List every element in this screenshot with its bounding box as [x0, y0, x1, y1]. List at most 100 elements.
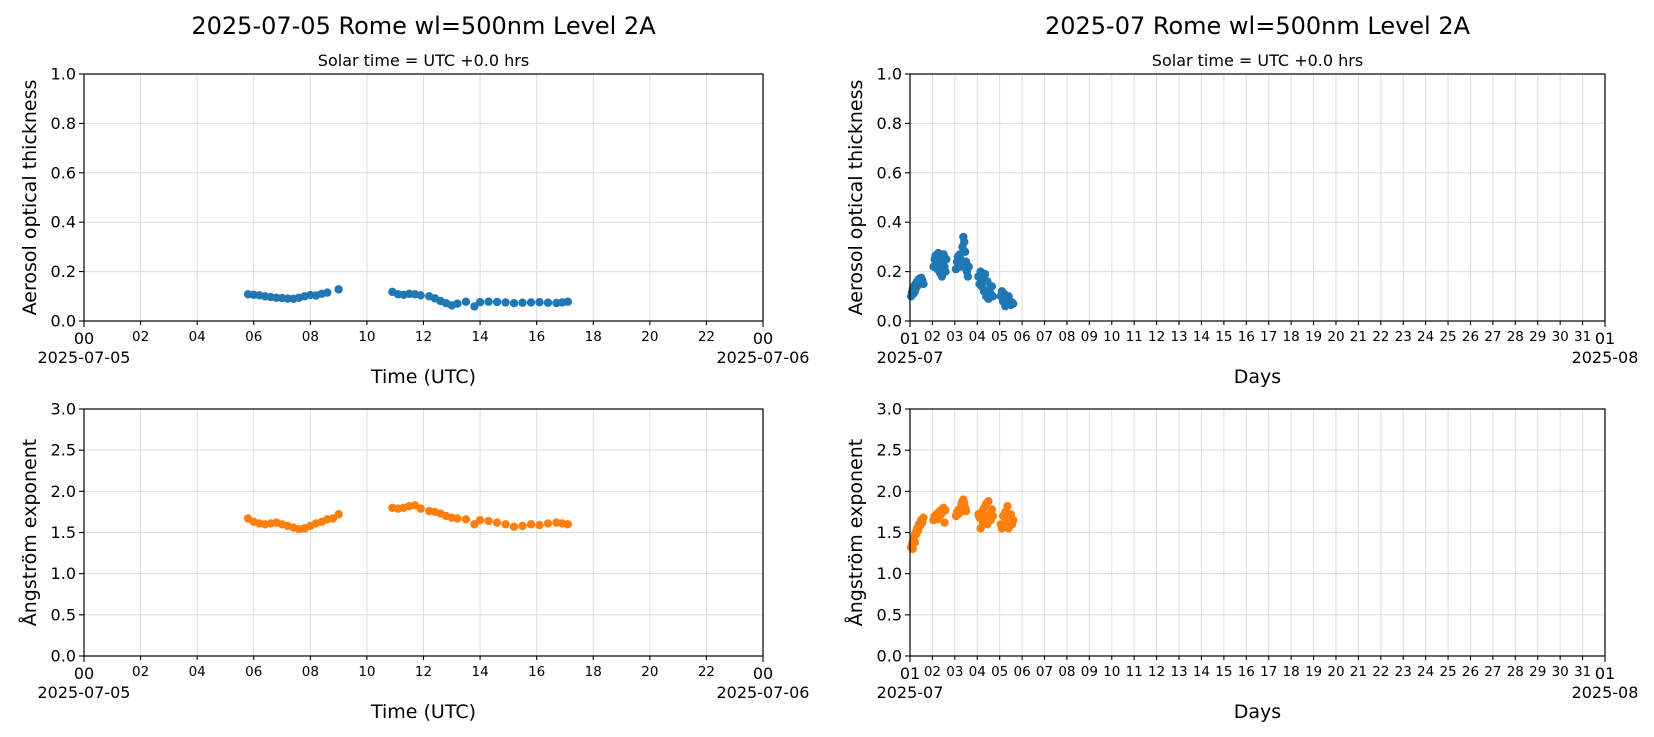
x-tick-label: 11	[1126, 329, 1143, 345]
chart-subtitle: Solar time = UTC +0.0 hrs	[1152, 51, 1363, 70]
x-tick-label: 10	[1103, 664, 1120, 680]
x-tick-label: 10	[1103, 329, 1120, 345]
data-point	[526, 298, 536, 307]
x-tick-label: 02	[924, 329, 941, 345]
x-tick-label: 16	[528, 664, 545, 680]
x-tick-label: 24	[1417, 329, 1434, 345]
x-axis-label: Time (UTC)	[370, 701, 476, 723]
data-point	[484, 297, 493, 306]
x-tick-label: 22	[1372, 664, 1389, 680]
data-point	[501, 520, 510, 529]
y-tick-label: 2.5	[51, 441, 76, 460]
x-tick-label: 29	[1529, 329, 1546, 345]
data-point	[535, 298, 544, 307]
x-tick-label: 23	[1395, 664, 1412, 680]
data-point	[526, 520, 536, 529]
x-tick-label: 14	[471, 664, 488, 680]
x-tick-label: 18	[1283, 664, 1300, 680]
x-tick-label: 15	[1215, 329, 1232, 345]
data-point	[1008, 515, 1018, 525]
x-tick-label: 14	[1193, 664, 1210, 680]
panel-daily-angstrom: 0.0 0.5 1.0 1.5 2.0 2.5 3.0 00 02 04 06 08 10 12 14 16 1…	[18, 400, 809, 724]
data-point	[492, 518, 502, 527]
x-tick-label: 21	[1350, 664, 1367, 680]
data-point	[919, 279, 928, 289]
data-point	[961, 506, 971, 516]
x-tick-label: 18	[585, 664, 602, 680]
x-tick-label: 11	[1126, 664, 1143, 680]
data-point	[910, 538, 920, 547]
x-tick-label: 02	[132, 664, 149, 680]
x-tick-label: 10	[358, 664, 375, 680]
x-tick-label: 20	[641, 664, 658, 680]
data-point	[416, 291, 425, 300]
y-tick-label: 0.6	[51, 163, 76, 182]
data-point	[563, 297, 572, 306]
x-tick-label: 22	[1372, 329, 1389, 345]
x-tick-label: 05	[991, 664, 1008, 680]
chart-title: 2025-07-05 Rome wl=500nm Level 2A	[191, 12, 656, 40]
x-tick-label: 05	[991, 329, 1008, 345]
data-point	[964, 262, 973, 271]
x-tick-label: 13	[1170, 664, 1187, 680]
data-point	[501, 298, 510, 307]
data-point	[919, 513, 928, 522]
x-tick-label: 19	[1305, 329, 1322, 345]
data-point	[963, 272, 973, 281]
data-point	[563, 520, 572, 529]
data-point	[984, 497, 993, 506]
y-tick-label: 0.2	[51, 262, 76, 281]
x-tick-label: 24	[1417, 664, 1434, 680]
data-point	[453, 514, 462, 523]
x-axis-label: Days	[1234, 366, 1281, 388]
x-tick-label: 00	[753, 329, 773, 348]
data-point	[518, 298, 527, 307]
data-point	[1008, 299, 1018, 308]
y-tick-label: 1.0	[51, 564, 76, 583]
x-tick-label: 04	[969, 664, 986, 680]
data-point	[1003, 501, 1012, 511]
x-tick-label: 20	[1327, 664, 1344, 680]
data-point	[461, 515, 471, 524]
x-tick-label: 04	[189, 664, 206, 680]
data-point	[543, 298, 553, 307]
x-end-date-label: 2025-08	[1572, 348, 1639, 367]
x-tick-label: 16	[1238, 329, 1255, 345]
y-tick-label: 2.0	[51, 482, 76, 501]
x-tick-label: 00	[74, 329, 94, 348]
x-tick-label: 09	[1081, 664, 1098, 680]
y-tick-label: 0.5	[51, 605, 76, 624]
x-tick-label: 07	[1036, 329, 1053, 345]
x-tick-label: 13	[1170, 329, 1187, 345]
x-tick-label: 01	[900, 329, 920, 348]
series-points	[243, 501, 572, 534]
y-axis-label: Ångström exponent	[844, 439, 867, 627]
x-tick-label: 06	[245, 664, 262, 680]
y-axis-label: Ångström exponent	[18, 439, 41, 627]
y-tick-label: 0.5	[877, 605, 902, 624]
x-tick-label: 02	[924, 664, 941, 680]
x-tick-label: 08	[302, 329, 319, 345]
data-point	[518, 521, 527, 531]
data-point	[960, 247, 970, 257]
x-tick-label: 25	[1439, 664, 1456, 680]
x-tick-label: 02	[132, 329, 149, 345]
data-point	[960, 237, 969, 247]
x-tick-label: 12	[415, 664, 432, 680]
x-tick-label: 10	[358, 329, 375, 345]
x-tick-label: 26	[1462, 664, 1479, 680]
x-tick-label: 08	[302, 664, 319, 680]
x-tick-label: 20	[641, 329, 658, 345]
y-tick-label: 1.5	[51, 523, 76, 542]
x-tick-label: 14	[471, 329, 488, 345]
y-tick-label: 0.0	[877, 312, 902, 331]
panel-monthly-aot: 2025-07 Rome wl=500nm Level 2A Solar time…	[845, 12, 1638, 388]
data-point	[955, 508, 964, 517]
y-tick-label: 1.0	[877, 564, 902, 583]
y-tick-label: 0.0	[877, 647, 902, 666]
x-tick-label: 06	[1014, 329, 1031, 345]
x-tick-label: 06	[245, 329, 262, 345]
x-tick-label: 22	[698, 664, 715, 680]
plot-frame	[909, 73, 1606, 322]
